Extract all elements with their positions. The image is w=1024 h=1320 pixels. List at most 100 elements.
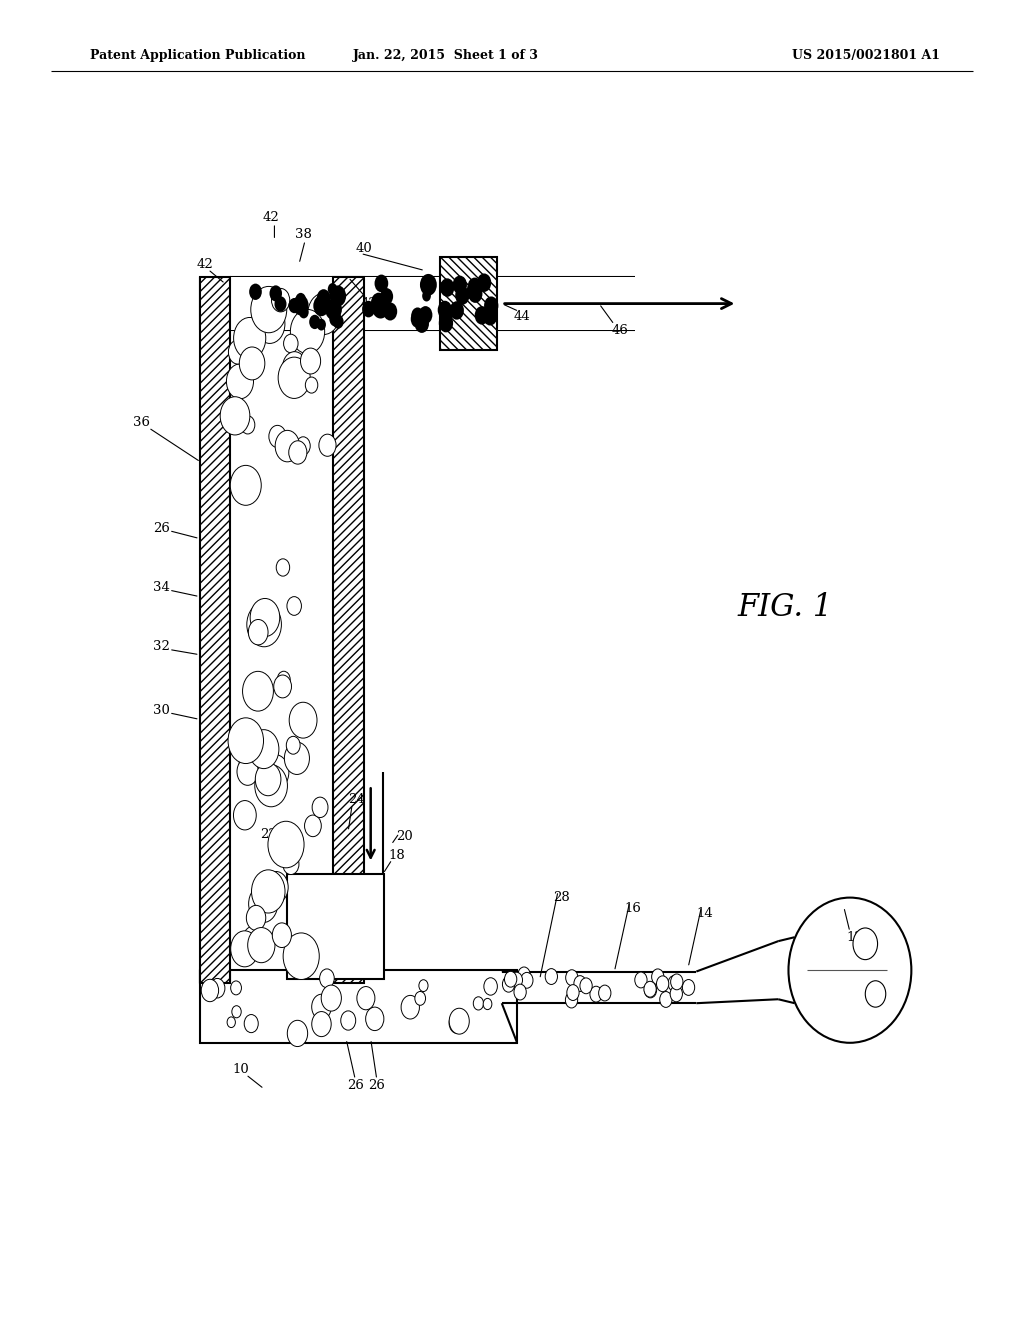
Circle shape bbox=[412, 308, 424, 323]
Circle shape bbox=[278, 672, 290, 688]
Circle shape bbox=[288, 1020, 307, 1047]
Circle shape bbox=[296, 437, 310, 455]
Circle shape bbox=[439, 304, 454, 322]
Circle shape bbox=[299, 306, 308, 318]
Circle shape bbox=[248, 928, 275, 962]
Circle shape bbox=[420, 275, 437, 296]
Circle shape bbox=[450, 1012, 465, 1034]
Text: 42: 42 bbox=[360, 297, 377, 310]
Bar bbox=[230, 277, 333, 983]
Text: 32: 32 bbox=[154, 640, 170, 653]
Text: 14: 14 bbox=[696, 907, 713, 920]
Circle shape bbox=[249, 884, 278, 923]
Circle shape bbox=[309, 314, 321, 329]
Circle shape bbox=[580, 978, 592, 994]
Circle shape bbox=[226, 364, 254, 399]
Circle shape bbox=[440, 279, 455, 297]
Circle shape bbox=[312, 797, 328, 817]
Circle shape bbox=[419, 979, 428, 991]
Circle shape bbox=[473, 997, 483, 1010]
Circle shape bbox=[468, 284, 482, 302]
Circle shape bbox=[308, 293, 340, 334]
Circle shape bbox=[853, 928, 878, 960]
Circle shape bbox=[510, 972, 522, 987]
Circle shape bbox=[383, 302, 397, 321]
Circle shape bbox=[484, 297, 499, 315]
Circle shape bbox=[422, 290, 431, 301]
Text: 38: 38 bbox=[295, 228, 311, 242]
Circle shape bbox=[300, 348, 321, 374]
Circle shape bbox=[291, 309, 325, 354]
Circle shape bbox=[305, 378, 317, 393]
Circle shape bbox=[255, 763, 281, 796]
Circle shape bbox=[272, 923, 292, 948]
Circle shape bbox=[230, 981, 242, 995]
Circle shape bbox=[644, 981, 656, 997]
Circle shape bbox=[247, 906, 266, 931]
Circle shape bbox=[357, 986, 375, 1010]
Circle shape bbox=[483, 308, 498, 326]
Circle shape bbox=[438, 314, 453, 333]
Text: 26: 26 bbox=[154, 521, 170, 535]
Circle shape bbox=[635, 972, 647, 987]
Text: 46: 46 bbox=[611, 323, 628, 337]
Circle shape bbox=[467, 282, 481, 301]
Circle shape bbox=[284, 334, 298, 352]
Text: 12: 12 bbox=[847, 931, 863, 944]
Circle shape bbox=[244, 1015, 258, 1032]
Circle shape bbox=[362, 301, 375, 317]
Circle shape bbox=[333, 314, 344, 329]
Circle shape bbox=[453, 276, 467, 294]
Text: 20: 20 bbox=[396, 830, 413, 843]
Circle shape bbox=[276, 558, 290, 576]
Circle shape bbox=[326, 298, 342, 319]
Circle shape bbox=[275, 430, 300, 462]
Circle shape bbox=[328, 282, 337, 296]
Bar bbox=[333, 277, 364, 983]
Circle shape bbox=[274, 296, 287, 312]
Text: 10: 10 bbox=[232, 1063, 249, 1076]
Circle shape bbox=[243, 927, 263, 953]
Circle shape bbox=[250, 598, 280, 636]
Ellipse shape bbox=[788, 898, 911, 1043]
Circle shape bbox=[477, 273, 492, 292]
Circle shape bbox=[865, 981, 886, 1007]
Circle shape bbox=[371, 293, 386, 313]
Circle shape bbox=[521, 973, 534, 989]
Circle shape bbox=[372, 296, 389, 318]
Circle shape bbox=[545, 969, 557, 985]
Circle shape bbox=[304, 814, 322, 837]
Circle shape bbox=[230, 466, 261, 506]
Circle shape bbox=[573, 975, 586, 991]
Circle shape bbox=[415, 991, 426, 1006]
Circle shape bbox=[233, 318, 266, 359]
Circle shape bbox=[318, 434, 336, 457]
Circle shape bbox=[484, 978, 498, 995]
Circle shape bbox=[656, 975, 669, 991]
Circle shape bbox=[287, 597, 301, 615]
Text: 26: 26 bbox=[347, 1078, 364, 1092]
Text: 28: 28 bbox=[553, 891, 569, 904]
Circle shape bbox=[249, 619, 268, 645]
Circle shape bbox=[289, 702, 317, 738]
Circle shape bbox=[518, 968, 530, 983]
Circle shape bbox=[456, 286, 470, 305]
Circle shape bbox=[228, 718, 263, 763]
Circle shape bbox=[273, 675, 292, 698]
Text: 36: 36 bbox=[133, 416, 150, 429]
Circle shape bbox=[271, 288, 290, 312]
Bar bbox=[440, 257, 497, 350]
Circle shape bbox=[251, 286, 287, 333]
Circle shape bbox=[311, 1011, 331, 1036]
Circle shape bbox=[210, 978, 225, 998]
Text: FIG. 1: FIG. 1 bbox=[737, 591, 833, 623]
Circle shape bbox=[316, 318, 326, 330]
Circle shape bbox=[322, 985, 341, 1011]
Circle shape bbox=[261, 755, 289, 789]
Circle shape bbox=[283, 351, 306, 383]
Circle shape bbox=[330, 312, 341, 326]
Circle shape bbox=[450, 301, 464, 319]
Text: 44: 44 bbox=[514, 310, 530, 323]
Text: 30: 30 bbox=[154, 704, 170, 717]
Text: 18: 18 bbox=[389, 849, 406, 862]
